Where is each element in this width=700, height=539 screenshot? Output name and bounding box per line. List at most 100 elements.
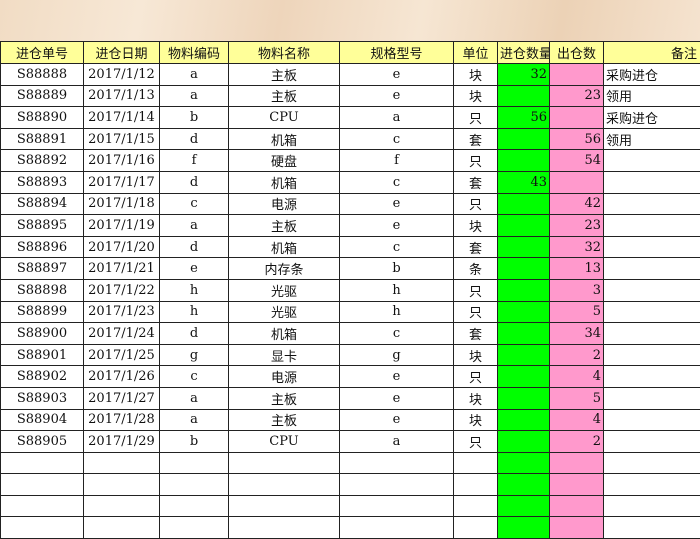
cell-date[interactable]: 2017/1/28	[84, 409, 160, 431]
cell-material-code[interactable]: a	[160, 215, 229, 237]
cell-in-qty[interactable]	[498, 495, 550, 517]
cell-order-no[interactable]	[1, 452, 84, 474]
cell-out-qty[interactable]: 34	[550, 323, 604, 345]
cell-unit[interactable]: 套	[454, 236, 498, 258]
cell-date[interactable]: 2017/1/29	[84, 431, 160, 453]
cell-material-code[interactable]	[160, 452, 229, 474]
cell-unit[interactable]: 只	[454, 366, 498, 388]
cell-in-qty[interactable]	[498, 517, 550, 539]
header-out-qty[interactable]: 出仓数	[550, 42, 604, 64]
cell-date[interactable]	[84, 495, 160, 517]
cell-material-name[interactable]: 光驱	[229, 279, 340, 301]
cell-material-code[interactable]: c	[160, 366, 229, 388]
cell-in-qty[interactable]: 32	[498, 64, 550, 86]
cell-material-code[interactable]: f	[160, 150, 229, 172]
cell-material-code[interactable]: e	[160, 258, 229, 280]
cell-note[interactable]	[604, 431, 700, 453]
cell-spec[interactable]: e	[340, 64, 454, 86]
cell-out-qty[interactable]: 23	[550, 85, 604, 107]
cell-unit[interactable]	[454, 474, 498, 496]
cell-note[interactable]: 采购进仓	[604, 64, 700, 86]
cell-order-no[interactable]: S88901	[1, 344, 84, 366]
cell-spec[interactable]: a	[340, 431, 454, 453]
cell-material-code[interactable]	[160, 474, 229, 496]
cell-unit[interactable]	[454, 452, 498, 474]
cell-unit[interactable]: 只	[454, 301, 498, 323]
cell-material-name[interactable]: 主板	[229, 85, 340, 107]
cell-out-qty[interactable]	[550, 107, 604, 129]
cell-in-qty[interactable]	[498, 301, 550, 323]
cell-date[interactable]: 2017/1/17	[84, 171, 160, 193]
cell-note[interactable]	[604, 474, 700, 496]
cell-material-code[interactable]: a	[160, 64, 229, 86]
cell-in-qty[interactable]	[498, 366, 550, 388]
cell-out-qty[interactable]: 32	[550, 236, 604, 258]
cell-order-no[interactable]: S88900	[1, 323, 84, 345]
cell-note[interactable]	[604, 258, 700, 280]
cell-unit[interactable]: 套	[454, 128, 498, 150]
cell-order-no[interactable]: S88902	[1, 366, 84, 388]
cell-note[interactable]	[604, 301, 700, 323]
cell-note[interactable]	[604, 150, 700, 172]
cell-material-code[interactable]: d	[160, 236, 229, 258]
header-in-qty[interactable]: 进仓数量	[498, 42, 550, 64]
cell-in-qty[interactable]: 56	[498, 107, 550, 129]
cell-material-name[interactable]: 光驱	[229, 301, 340, 323]
cell-order-no[interactable]: S88904	[1, 409, 84, 431]
cell-unit[interactable]: 套	[454, 323, 498, 345]
cell-spec[interactable]: e	[340, 85, 454, 107]
cell-material-code[interactable]: h	[160, 301, 229, 323]
cell-unit[interactable]: 只	[454, 193, 498, 215]
cell-material-name[interactable]: 显卡	[229, 344, 340, 366]
cell-note[interactable]	[604, 495, 700, 517]
cell-in-qty[interactable]	[498, 344, 550, 366]
cell-out-qty[interactable]: 56	[550, 128, 604, 150]
cell-material-code[interactable]: d	[160, 128, 229, 150]
cell-material-name[interactable]	[229, 495, 340, 517]
cell-note[interactable]	[604, 452, 700, 474]
cell-date[interactable]: 2017/1/23	[84, 301, 160, 323]
cell-note[interactable]	[604, 366, 700, 388]
cell-unit[interactable]: 块	[454, 215, 498, 237]
cell-in-qty[interactable]	[498, 474, 550, 496]
cell-out-qty[interactable]	[550, 474, 604, 496]
cell-order-no[interactable]: S88891	[1, 128, 84, 150]
cell-material-name[interactable]: 主板	[229, 215, 340, 237]
cell-material-code[interactable]: d	[160, 323, 229, 345]
cell-date[interactable]: 2017/1/20	[84, 236, 160, 258]
cell-date[interactable]: 2017/1/25	[84, 344, 160, 366]
cell-order-no[interactable]: S88892	[1, 150, 84, 172]
cell-order-no[interactable]: S88898	[1, 279, 84, 301]
cell-material-name[interactable]: 机箱	[229, 323, 340, 345]
cell-material-name[interactable]	[229, 452, 340, 474]
cell-unit[interactable]: 块	[454, 344, 498, 366]
cell-order-no[interactable]: S88897	[1, 258, 84, 280]
cell-material-code[interactable]: h	[160, 279, 229, 301]
cell-spec[interactable]: f	[340, 150, 454, 172]
cell-date[interactable]: 2017/1/22	[84, 279, 160, 301]
cell-in-qty[interactable]	[498, 236, 550, 258]
cell-order-no[interactable]: S88894	[1, 193, 84, 215]
header-order-no[interactable]: 进仓单号	[1, 42, 84, 64]
cell-spec[interactable]: c	[340, 171, 454, 193]
cell-spec[interactable]	[340, 474, 454, 496]
cell-in-qty[interactable]	[498, 150, 550, 172]
cell-material-code[interactable]: c	[160, 193, 229, 215]
cell-note[interactable]	[604, 517, 700, 539]
cell-in-qty[interactable]: 43	[498, 171, 550, 193]
cell-material-name[interactable]: 主板	[229, 387, 340, 409]
cell-unit[interactable]	[454, 495, 498, 517]
cell-out-qty[interactable]: 42	[550, 193, 604, 215]
cell-material-name[interactable]: 硬盘	[229, 150, 340, 172]
cell-material-name[interactable]: 主板	[229, 409, 340, 431]
cell-material-name[interactable]: 内存条	[229, 258, 340, 280]
cell-note[interactable]	[604, 323, 700, 345]
header-material-code[interactable]: 物料编码	[160, 42, 229, 64]
cell-date[interactable]: 2017/1/21	[84, 258, 160, 280]
cell-in-qty[interactable]	[498, 128, 550, 150]
cell-date[interactable]: 2017/1/16	[84, 150, 160, 172]
cell-material-code[interactable]: a	[160, 409, 229, 431]
cell-spec[interactable]: e	[340, 387, 454, 409]
cell-unit[interactable]: 条	[454, 258, 498, 280]
cell-unit[interactable]: 块	[454, 64, 498, 86]
